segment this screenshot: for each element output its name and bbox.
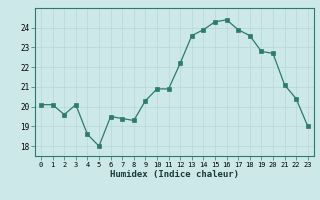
X-axis label: Humidex (Indice chaleur): Humidex (Indice chaleur) xyxy=(110,170,239,179)
